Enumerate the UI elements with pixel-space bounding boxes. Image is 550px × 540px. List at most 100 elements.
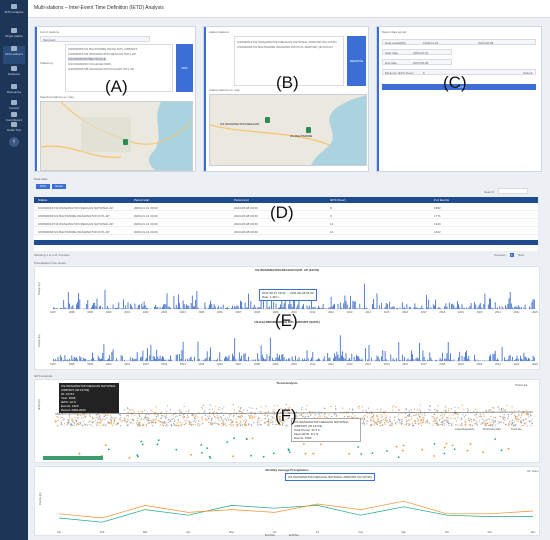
table-row[interactable]: USW00013743 WASHINGTON REAGAN NATIONAL A… — [34, 221, 538, 227]
x-tick-label: 2005 — [198, 310, 204, 314]
data-point — [145, 418, 147, 420]
state-select[interactable]: Maryland — [40, 36, 150, 42]
bar — [416, 307, 418, 309]
trend-chart[interactable]: Trend Analysis IETD (hr) Linear Regressio… — [34, 379, 540, 463]
start-date-field[interactable]: Start date 2000-01-01 — [382, 49, 452, 55]
data-point — [419, 416, 421, 418]
sidebar-item-resources[interactable]: Resources — [3, 84, 25, 102]
bar — [245, 359, 247, 361]
bar — [312, 351, 314, 361]
data-point — [459, 424, 461, 426]
table-footer-filters[interactable] — [34, 240, 538, 245]
bar — [266, 354, 268, 361]
data-point — [239, 420, 242, 422]
data-point — [444, 413, 446, 416]
bar — [346, 360, 348, 361]
sidebar-item-datasets[interactable]: Datasets — [3, 66, 25, 84]
table-row[interactable]: USW00013743 WASHINGTON REAGAN NATIONAL A… — [34, 205, 538, 211]
page-number[interactable]: 1 — [510, 253, 514, 257]
bar — [182, 341, 184, 361]
data-point — [357, 446, 360, 448]
table-row[interactable]: USW00093721 BALTIMORE WASHINGTON INTL AP… — [34, 213, 538, 219]
bar — [349, 357, 350, 361]
prev-page[interactable]: Previous — [494, 253, 506, 257]
timeseries-chart[interactable]: US-WASHINGTON REAGAN NATL AP (13743) US-… — [34, 266, 540, 370]
min-ietd-field[interactable]: Minimum IETD (hour) 6 Submit — [382, 69, 536, 75]
data-point — [210, 422, 212, 424]
data-point — [514, 416, 516, 418]
ietd-toggle[interactable]: IETD analysis — [34, 374, 53, 378]
data-point — [216, 423, 218, 425]
sidebar-item-contributors[interactable]: Contributors — [3, 112, 25, 130]
data-point — [515, 424, 517, 426]
bar — [376, 355, 378, 361]
x-tick-label: 2005 — [198, 362, 204, 366]
data-table-toggle[interactable]: Data table — [34, 177, 48, 181]
csv-button[interactable]: CSV — [36, 184, 50, 189]
bar — [53, 307, 54, 309]
sidebar-item-ietd[interactable]: IETD Analysis — [3, 4, 25, 22]
data-point — [357, 406, 359, 408]
bar — [307, 308, 309, 309]
timeseries-toggle[interactable]: Precipitation time series — [34, 261, 66, 265]
bar — [450, 353, 451, 361]
data-point — [137, 410, 139, 412]
x-tick-label: 1997 — [50, 310, 56, 314]
bar — [228, 355, 230, 361]
data-point — [485, 422, 487, 424]
data-point — [66, 421, 68, 423]
year-select[interactable]: All Years — [527, 469, 539, 473]
data-point — [435, 409, 437, 412]
data-point — [258, 417, 260, 419]
sidebar-item-multi[interactable]: Multi-stations — [3, 46, 25, 64]
data-point — [237, 425, 239, 427]
sidebar-item-single[interactable]: Single station — [3, 28, 25, 46]
sidebar-item-contact[interactable]: Contact — [3, 100, 25, 118]
search-input[interactable] — [498, 188, 528, 194]
data-point — [165, 422, 167, 424]
bar — [470, 303, 472, 309]
bar — [205, 357, 207, 361]
submit-button[interactable]: Submit — [523, 71, 533, 75]
bar — [84, 358, 85, 361]
added-stations-list[interactable]: USW00013743 WASHINGTON REAGAN NATIONAL A… — [234, 36, 344, 86]
sidebar-item-tour[interactable]: Guide Tour — [3, 122, 25, 140]
analyze-button[interactable]: ANALYZE — [382, 84, 536, 90]
bar — [361, 308, 363, 309]
table-row[interactable]: USW00093721 BALTIMORE WASHINGTON INTL AP… — [34, 229, 538, 235]
legend-item: Trend Line — [515, 383, 528, 387]
data-point — [296, 411, 298, 413]
stations-multiselect[interactable]: USW00093721 BALTIMORE WASH INTL AIRPORT … — [65, 44, 173, 92]
list-item[interactable]: USW00093721 BALTIMORE WASH INTL AIRPORT — [68, 47, 138, 51]
added-map[interactable]: US-WASHINGTON REAGAN US-BALTIMORE — [209, 94, 367, 166]
next-page[interactable]: Next — [518, 253, 525, 257]
bar — [155, 359, 156, 361]
station-map[interactable] — [40, 101, 193, 171]
bar — [320, 308, 322, 309]
bar — [520, 308, 521, 309]
list-item[interactable]: USC00180700 BELTSVILLE — [68, 57, 106, 61]
list-item[interactable]: USW00093721 BALTIMORE WASHINGTON INTL AI… — [237, 45, 333, 49]
collapse-sidebar-button[interactable]: ‹ — [9, 137, 19, 147]
x-tick-label: 2009 — [273, 310, 279, 314]
bar — [194, 356, 195, 361]
add-button[interactable]: ADD — [176, 44, 193, 92]
x-tick-label: 2012 — [328, 310, 334, 314]
data-point — [230, 424, 232, 426]
list-item[interactable]: USC00182060 COLLEGE PARK — [68, 62, 112, 66]
data-point — [498, 408, 500, 411]
data-point — [188, 422, 190, 424]
data-point — [328, 414, 330, 416]
list-item[interactable]: USW00013743 WASHINGTON REAGAN NATIONAL A… — [237, 40, 337, 44]
list-item[interactable]: USW00013743 WASHINGTON REAGAN NATL AP — [68, 52, 137, 56]
data-point — [242, 411, 244, 414]
bar — [444, 358, 446, 361]
bar — [376, 293, 378, 309]
end-date-field[interactable]: End date 2023-08-08 — [382, 59, 452, 65]
data-point — [482, 413, 485, 415]
remove-button[interactable]: REMOVE — [347, 36, 366, 86]
data-point — [110, 421, 112, 423]
list-item[interactable]: USW00093738 WASHINGTON DULLES INTL AP — [68, 67, 135, 71]
monthly-chart[interactable]: Monthly Average Precipitation All Years … — [34, 466, 540, 537]
excel-button[interactable]: Excel — [52, 184, 66, 189]
